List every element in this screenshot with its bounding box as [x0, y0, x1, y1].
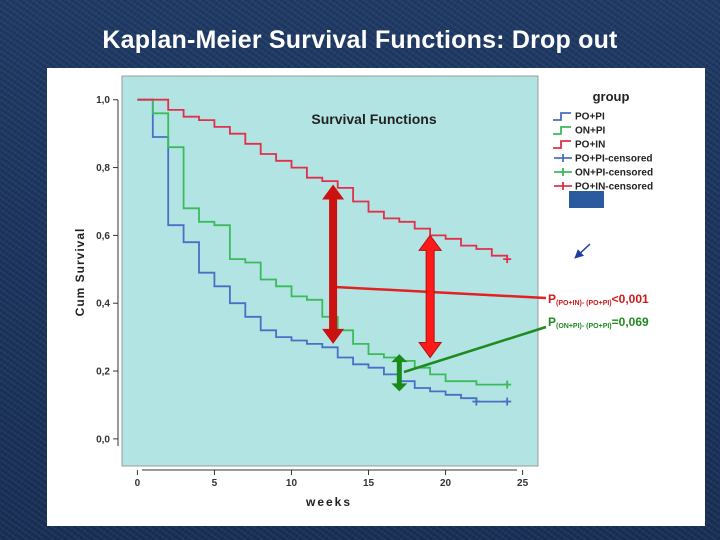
- p-red-subscript: (PO+IN)- (PO+PI): [556, 300, 612, 307]
- legend-label: PO+PI: [575, 112, 605, 123]
- legend-swatch: [553, 112, 571, 121]
- y-tick-label: 0,8: [96, 163, 110, 174]
- y-tick-label: 1,0: [96, 95, 110, 106]
- p-green-subscript: (ON+PI)- (PO+PI): [556, 323, 612, 330]
- legend-label: ON+PI-censored: [575, 168, 653, 179]
- y-tick-label: 0,2: [96, 367, 110, 378]
- legend-swatch: [553, 140, 571, 149]
- y-axis-label: Cum Survival: [73, 228, 87, 317]
- slide-title: Kaplan-Meier Survival Functions: Drop ou…: [102, 26, 618, 54]
- double-arrow-0: [322, 184, 345, 344]
- x-tick-label: 15: [363, 478, 375, 489]
- p-value-green: P(ON+PI)- (PO+PI)=0,069: [548, 315, 649, 330]
- censor-mark: [503, 397, 512, 406]
- legend-swatch: [553, 126, 571, 135]
- series-line-2: [137, 98, 509, 260]
- p-red-prefix: P: [548, 292, 556, 306]
- x-axis-label: weeks: [305, 495, 352, 509]
- censor-mark: [503, 255, 512, 264]
- censor-mark: [472, 397, 481, 406]
- legend-entry: ON+PI-censored: [554, 168, 653, 179]
- legend-swatch: [554, 168, 572, 176]
- x-tick-label: 0: [135, 478, 141, 489]
- y-tick-label: 0,0: [96, 434, 110, 445]
- legend-entry: PO+IN-censored: [554, 182, 653, 193]
- legend-label: PO+IN: [575, 140, 605, 151]
- p-red-value: <0,001: [612, 292, 649, 306]
- x-tick-label: 10: [286, 478, 298, 489]
- x-tick-label: 20: [440, 478, 452, 489]
- legend-entry: PO+PI-censored: [554, 154, 653, 165]
- double-arrow-1: [418, 234, 443, 359]
- censor-mark: [503, 380, 512, 389]
- y-tick-label: 0,6: [96, 231, 110, 242]
- svg-text:P(ON+PI)- (PO+PI)=0,069: P(ON+PI)- (PO+PI)=0,069: [548, 315, 649, 330]
- p-green-prefix: P: [548, 315, 556, 329]
- legend-entry: ON+PI: [553, 126, 606, 137]
- legend-swatch: [554, 182, 572, 190]
- y-tick-label: 0,4: [96, 299, 110, 310]
- x-tick-label: 5: [212, 478, 218, 489]
- series-line-0: [137, 98, 508, 403]
- p-red-pointer: [334, 285, 547, 300]
- x-tick-label: 25: [517, 478, 529, 489]
- p-green-pointer: [403, 325, 547, 374]
- legend-selection-box: [569, 191, 604, 208]
- legend-label: PO+IN-censored: [575, 182, 653, 193]
- svg-text:P(PO+IN)- (PO+PI)<0,001: P(PO+IN)- (PO+PI)<0,001: [548, 292, 649, 307]
- legend-title: group: [593, 89, 630, 104]
- series-line-1: [137, 98, 508, 386]
- legend-label: PO+PI-censored: [575, 154, 653, 165]
- legend-label: ON+PI: [575, 126, 606, 137]
- legend-swatch: [554, 154, 572, 162]
- p-value-red: P(PO+IN)- (PO+PI)<0,001: [548, 292, 649, 307]
- legend-entry: PO+IN: [553, 140, 605, 151]
- legend-pointer-arrow: [574, 243, 591, 259]
- p-green-value: =0,069: [612, 315, 649, 329]
- chart-title: Survival Functions: [311, 111, 436, 127]
- legend-entry: PO+PI: [553, 112, 605, 123]
- double-arrow-2: [391, 354, 408, 392]
